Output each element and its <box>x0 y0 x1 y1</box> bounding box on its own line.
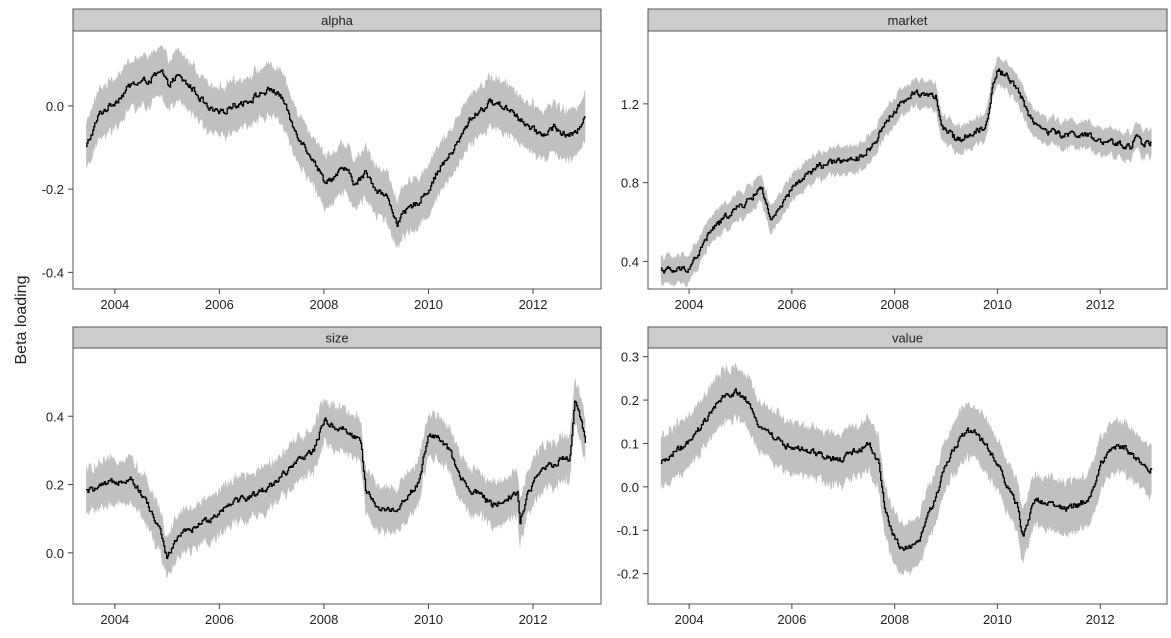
y-tick-label: 0.0 <box>621 480 639 495</box>
series-line <box>86 69 586 227</box>
y-tick-label: 0.0 <box>46 99 64 114</box>
panel-alpha: alpha 2004 2006 2008 2010 2012 -0.4 -0.2 0.0 <box>42 8 602 312</box>
x-tick-label: 2008 <box>880 612 909 627</box>
panel-frame <box>647 30 1168 290</box>
panel-size: size 2004 2006 2008 2010 2012 0.0 0.2 0.4 <box>46 326 602 627</box>
panel-title: size <box>325 331 348 346</box>
series-line <box>660 68 1152 274</box>
y-tick-label: 0.4 <box>621 254 639 269</box>
panel-frame <box>647 347 1168 605</box>
y-axis-label: Beta loading <box>13 276 30 365</box>
y-tick-label: 0.4 <box>46 409 64 424</box>
x-tick-label: 2006 <box>205 612 234 627</box>
y-tick-label: 0.2 <box>621 393 639 408</box>
x-tick-label: 2012 <box>1086 297 1115 312</box>
series-line <box>86 400 586 560</box>
y-tick-label: 0.3 <box>621 350 639 365</box>
y-tick-label: 0.2 <box>46 478 64 493</box>
panel-frame <box>72 347 602 605</box>
series-line <box>660 388 1153 551</box>
y-tick-label: -0.1 <box>617 523 639 538</box>
y-tick-label: 0.1 <box>621 436 639 451</box>
y-tick-label: -0.2 <box>617 567 639 582</box>
x-tick-label: 2008 <box>309 612 338 627</box>
x-tick-label: 2010 <box>983 297 1012 312</box>
x-tick-label: 2010 <box>414 612 443 627</box>
y-tick-label: -0.2 <box>42 182 64 197</box>
panel-value: value 2004 2006 2008 2010 2012 -0.2 -0.1 0.0 0.1 0… <box>617 326 1168 627</box>
panel-frame <box>72 30 602 290</box>
x-tick-label: 2006 <box>777 297 806 312</box>
y-tick-label: 1.2 <box>621 97 639 112</box>
x-tick-label: 2004 <box>100 612 129 627</box>
y-tick-label: 0.8 <box>621 176 639 191</box>
x-tick-label: 2008 <box>309 297 338 312</box>
x-tick-label: 2012 <box>519 297 548 312</box>
x-tick-label: 2004 <box>675 612 704 627</box>
confidence-band <box>86 44 586 249</box>
x-tick-label: 2010 <box>414 297 443 312</box>
x-tick-label: 2004 <box>675 297 704 312</box>
x-tick-label: 2006 <box>205 297 234 312</box>
x-tick-label: 2010 <box>983 612 1012 627</box>
x-tick-label: 2008 <box>880 297 909 312</box>
panel-title: market <box>888 13 928 28</box>
y-tick-label: 0.0 <box>46 546 64 561</box>
x-tick-label: 2004 <box>100 297 129 312</box>
panel-title: alpha <box>321 13 354 28</box>
x-tick-label: 2012 <box>519 612 548 627</box>
panel-title: value <box>892 331 923 346</box>
confidence-band <box>660 55 1152 288</box>
panel-market: market 2004 2006 2008 2010 2012 0.4 0.8 1.2 <box>621 8 1168 312</box>
confidence-band <box>660 361 1152 577</box>
x-tick-label: 2012 <box>1086 612 1115 627</box>
x-tick-label: 2006 <box>777 612 806 627</box>
y-tick-label: -0.4 <box>42 265 64 280</box>
confidence-band <box>86 377 586 580</box>
